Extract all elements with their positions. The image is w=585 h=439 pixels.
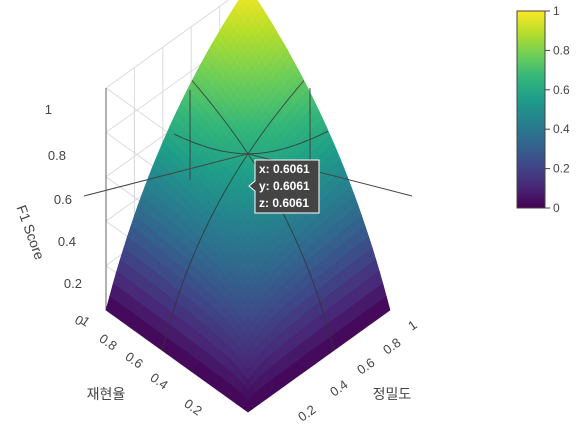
colorbar-tick-label: 0.6 — [553, 83, 570, 97]
colorbar-tick-label: 1 — [553, 4, 560, 18]
spike-to-left-wall — [83, 153, 249, 197]
grid-line — [105, 0, 230, 89]
z-tick-0.6: 0.6 — [54, 192, 72, 207]
colorbar-tick-label: 0.2 — [553, 162, 570, 176]
hover-z-value: z: 0.6061 — [259, 196, 309, 210]
y-tick-0.6: 0.6 — [122, 349, 145, 372]
z-tick-0.4: 0.4 — [58, 234, 76, 249]
z-tick-0.2: 0.2 — [64, 276, 82, 291]
y-axis-title: 재현율 — [87, 386, 126, 402]
hover-spikelines — [83, 80, 413, 351]
x-tick-1: 1 — [405, 317, 420, 333]
x-tick-0.4: 0.4 — [327, 377, 350, 400]
f1-surface[interactable] — [105, 0, 391, 413]
x-tick-0.8: 0.8 — [380, 335, 403, 358]
spike-line-z — [174, 130, 329, 155]
colorbar-gradient — [516, 10, 546, 209]
hover-tooltip: x: 0.6061 y: 0.6061 z: 0.6061 — [248, 159, 320, 214]
colorbar-ticks: 0 0.2 0.4 0.6 0.8 1 — [545, 4, 570, 215]
hover-y-value: y: 0.6061 — [259, 179, 310, 193]
z-axis-title: F1 Score — [13, 203, 48, 262]
z-tick-1: 1 — [45, 102, 52, 117]
z-axis-ticks: 1 0.8 0.6 0.4 0.2 0 — [45, 102, 86, 329]
spike-line-y — [161, 80, 305, 351]
colorbar: 0 0.2 0.4 0.6 0.8 1 — [516, 4, 570, 215]
colorbar-tick-label: 0.4 — [553, 122, 570, 136]
colorbar-tick-label: 0 — [553, 201, 560, 215]
x-tick-0.6: 0.6 — [354, 355, 377, 378]
x-tick-0.2: 0.2 — [295, 402, 318, 425]
surface-patch — [244, 400, 252, 413]
hover-tooltip-box — [248, 159, 320, 214]
z-tick-0.8: 0.8 — [48, 148, 66, 163]
y-tick-0.4: 0.4 — [147, 370, 170, 393]
y-tick-0.2: 0.2 — [181, 396, 204, 419]
x-axis-title: 정밀도 — [373, 386, 412, 402]
hover-x-value: x: 0.6061 — [259, 162, 310, 176]
y-tick-0.8: 0.8 — [96, 331, 119, 354]
colorbar-tick-label: 0.8 — [553, 43, 570, 57]
